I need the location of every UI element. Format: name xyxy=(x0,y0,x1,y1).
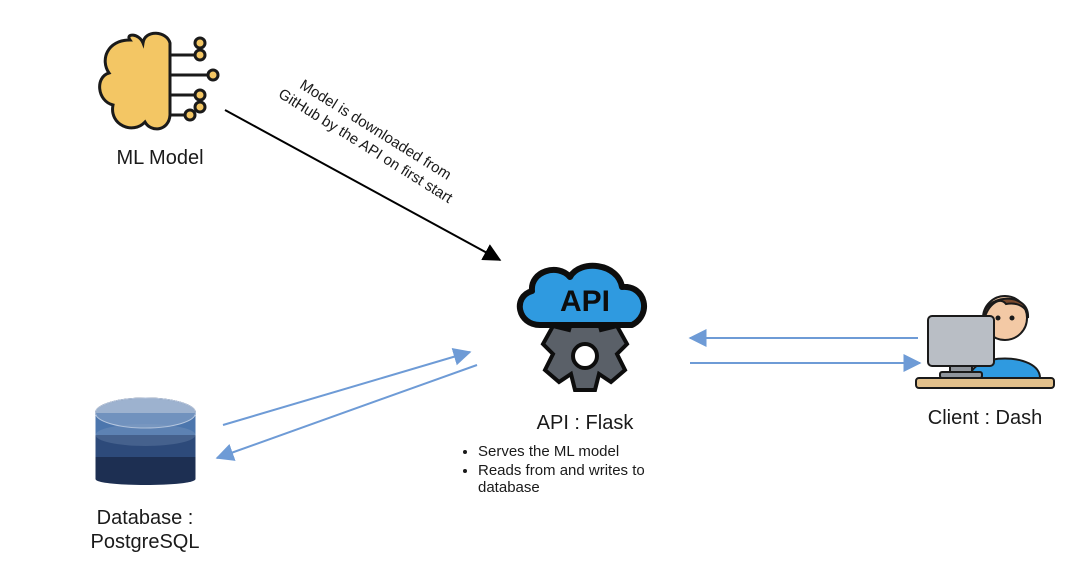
api-bullet-1: Serves the ML model xyxy=(478,443,710,460)
database-icon xyxy=(88,395,203,500)
api-label: API : Flask xyxy=(460,411,710,435)
ml-model-label: ML Model xyxy=(95,146,225,170)
user-computer-icon xyxy=(910,260,1060,400)
client-label: Client : Dash xyxy=(900,406,1070,430)
edge-api-to-db xyxy=(217,365,477,458)
node-client: Client : Dash xyxy=(900,260,1070,430)
api-bullets: Serves the ML model Reads from and write… xyxy=(460,443,710,496)
node-ml-model: ML Model xyxy=(95,25,225,170)
diagram-canvas: Model is downloaded from GitHub by the A… xyxy=(0,0,1080,571)
api-badge-text: API xyxy=(560,285,610,318)
edge-db-to-api xyxy=(223,352,470,425)
node-api: API API : Flask Serves the ML model Read… xyxy=(460,255,710,498)
brain-circuit-icon xyxy=(95,25,225,140)
database-label: Database : PostgreSQL xyxy=(40,506,250,554)
api-gear-icon: API xyxy=(500,255,670,405)
api-bullet-2: Reads from and writes to database xyxy=(478,462,710,496)
node-database: Database : PostgreSQL xyxy=(40,395,250,554)
